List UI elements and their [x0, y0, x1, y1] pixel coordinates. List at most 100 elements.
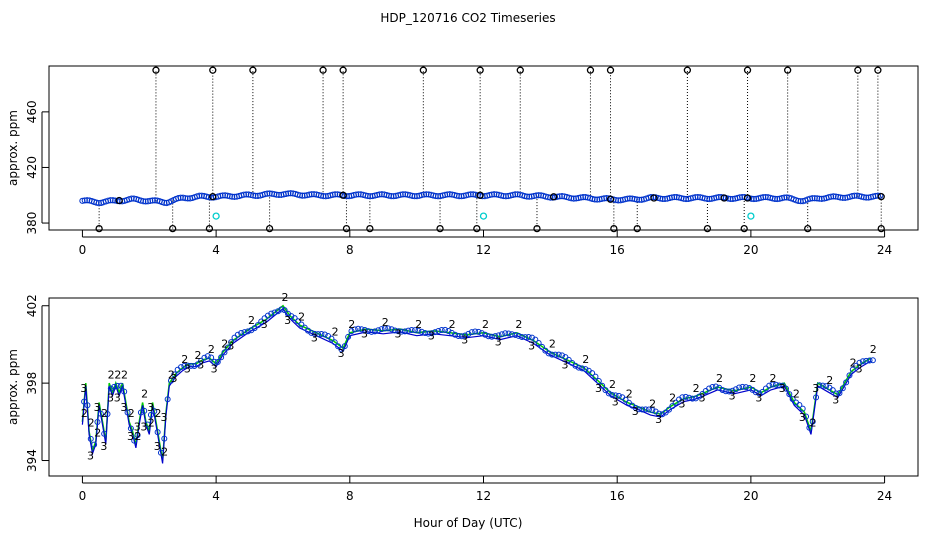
co2-measurement-point [353, 191, 360, 198]
co2-measurement-point [719, 386, 726, 393]
y-tick-label: 380 [25, 212, 39, 235]
co2-measurement-point [391, 327, 398, 334]
series-2-label: 2 [208, 343, 215, 356]
co2-measurement-point [84, 402, 91, 409]
co2-measurement-point [181, 362, 188, 369]
co2-measurement-point [752, 389, 759, 396]
co2-measurement-point [428, 330, 435, 337]
co2-measurement-point [444, 191, 451, 198]
co2-measurement-point [81, 197, 88, 204]
co2-measurement-point [320, 193, 327, 200]
co2-measurement-point [839, 194, 846, 201]
series-2-label: 2 [609, 378, 616, 391]
co2-measurement-point [154, 429, 161, 436]
co2-measurement-point [863, 357, 870, 364]
co2-measurement-point [295, 318, 302, 325]
series-3-label: 3 [495, 335, 502, 348]
co2-measurement-point [565, 356, 572, 363]
co2-measurement-point [458, 333, 465, 340]
series-3-line [81, 307, 872, 464]
series-2-label: 2 [154, 407, 161, 420]
co2-measurement-point [512, 191, 519, 198]
co2-measurement-point [508, 331, 515, 338]
co2-measurement-point [331, 339, 338, 346]
co2-measurement-point [485, 333, 492, 340]
co2-measurement-point [599, 382, 606, 389]
series-2-label: 2 [649, 397, 656, 410]
co2-measurement-point [532, 336, 539, 343]
co2-measurement-point [178, 364, 185, 371]
x-tick-label: 16 [610, 243, 625, 257]
co2-measurement-point [601, 195, 608, 202]
calibration-point [743, 194, 752, 202]
co2-measurement-point [420, 191, 428, 198]
co2-measurement-point [131, 437, 138, 444]
co2-measurement-point [726, 388, 733, 395]
series-2-label: 2 [810, 417, 817, 430]
series-3-label: 3 [595, 382, 602, 395]
co2-measurement-point [188, 362, 195, 369]
co2-measurement-point [538, 343, 545, 350]
co2-measurement-point [789, 396, 796, 403]
series-3-label: 3 [755, 392, 762, 405]
series-3-label: 3 [461, 333, 468, 346]
co2-measurement-point [398, 328, 405, 335]
co2-measurement-point [250, 192, 257, 199]
x-axis-label: Hour of Day (UTC) [414, 516, 523, 530]
spike-point-low [205, 224, 214, 233]
series-3-label: 3 [107, 392, 114, 405]
series-2-label: 2 [870, 343, 877, 356]
co2-measurement-point [781, 194, 788, 201]
co2-measurement-point [167, 377, 174, 384]
co2-measurement-point [642, 406, 649, 413]
co2-measurement-point [809, 195, 816, 202]
co2-measurement-point [218, 354, 225, 361]
co2-measurement-point [388, 193, 395, 200]
co2-measurement-point [782, 385, 789, 392]
co2-measurement-point [456, 193, 463, 200]
series-2-label: 2 [449, 318, 456, 331]
co2-measurement-point [851, 192, 858, 199]
co2-measurement-point [659, 195, 666, 203]
co2-measurement-point [622, 396, 629, 403]
top-y-axis: 380 420 460 [25, 100, 49, 235]
co2-measurement-point [278, 306, 285, 313]
series-3-label: 3 [528, 339, 535, 352]
series-2-label: 2 [549, 337, 556, 350]
co2-measurement-point [772, 381, 779, 388]
co2-measurement-point [605, 390, 612, 397]
co2-measurement-point [208, 194, 215, 201]
series-2-label: 2 [669, 392, 676, 405]
co2-measurement-point [204, 353, 211, 360]
top-x-axis: 0 4 8 12 16 20 24 [79, 230, 892, 257]
co2-measurement-point [846, 372, 853, 379]
series-3-label: 3 [812, 382, 819, 395]
co2-measurement-point [196, 192, 203, 199]
series-2-label: 2 [134, 430, 141, 443]
x-tick-label: 8 [346, 243, 354, 257]
co2-measurement-point [264, 190, 271, 197]
series-2-label: 2 [248, 314, 255, 327]
series-3-label: 3 [799, 411, 806, 424]
co2-measurement-point [502, 330, 509, 337]
co2-measurement-point [214, 358, 221, 365]
co2-measurement-point [97, 410, 104, 417]
co2-measurement-point [432, 329, 439, 336]
series-2-label: 2 [128, 407, 135, 420]
co2-measurement-point [157, 449, 164, 456]
co2-measurement-point [401, 328, 408, 335]
calibration-point [115, 196, 123, 205]
co2-measurement-point [385, 325, 392, 332]
co2-measurement-point [748, 195, 755, 202]
series-3-label: 3 [120, 401, 127, 414]
co2-measurement-point [137, 409, 144, 416]
spike-point-high [606, 66, 615, 74]
co2-measurement-point [779, 382, 786, 389]
co2-measurement-point [803, 413, 810, 420]
co2-measurement-point [591, 196, 598, 203]
series-2-label: 2 [94, 426, 101, 439]
co2-measurement-point [839, 385, 846, 392]
spike-point-high [209, 66, 217, 74]
co2-measurement-point [149, 197, 156, 204]
co2-measurement-point [399, 191, 407, 198]
